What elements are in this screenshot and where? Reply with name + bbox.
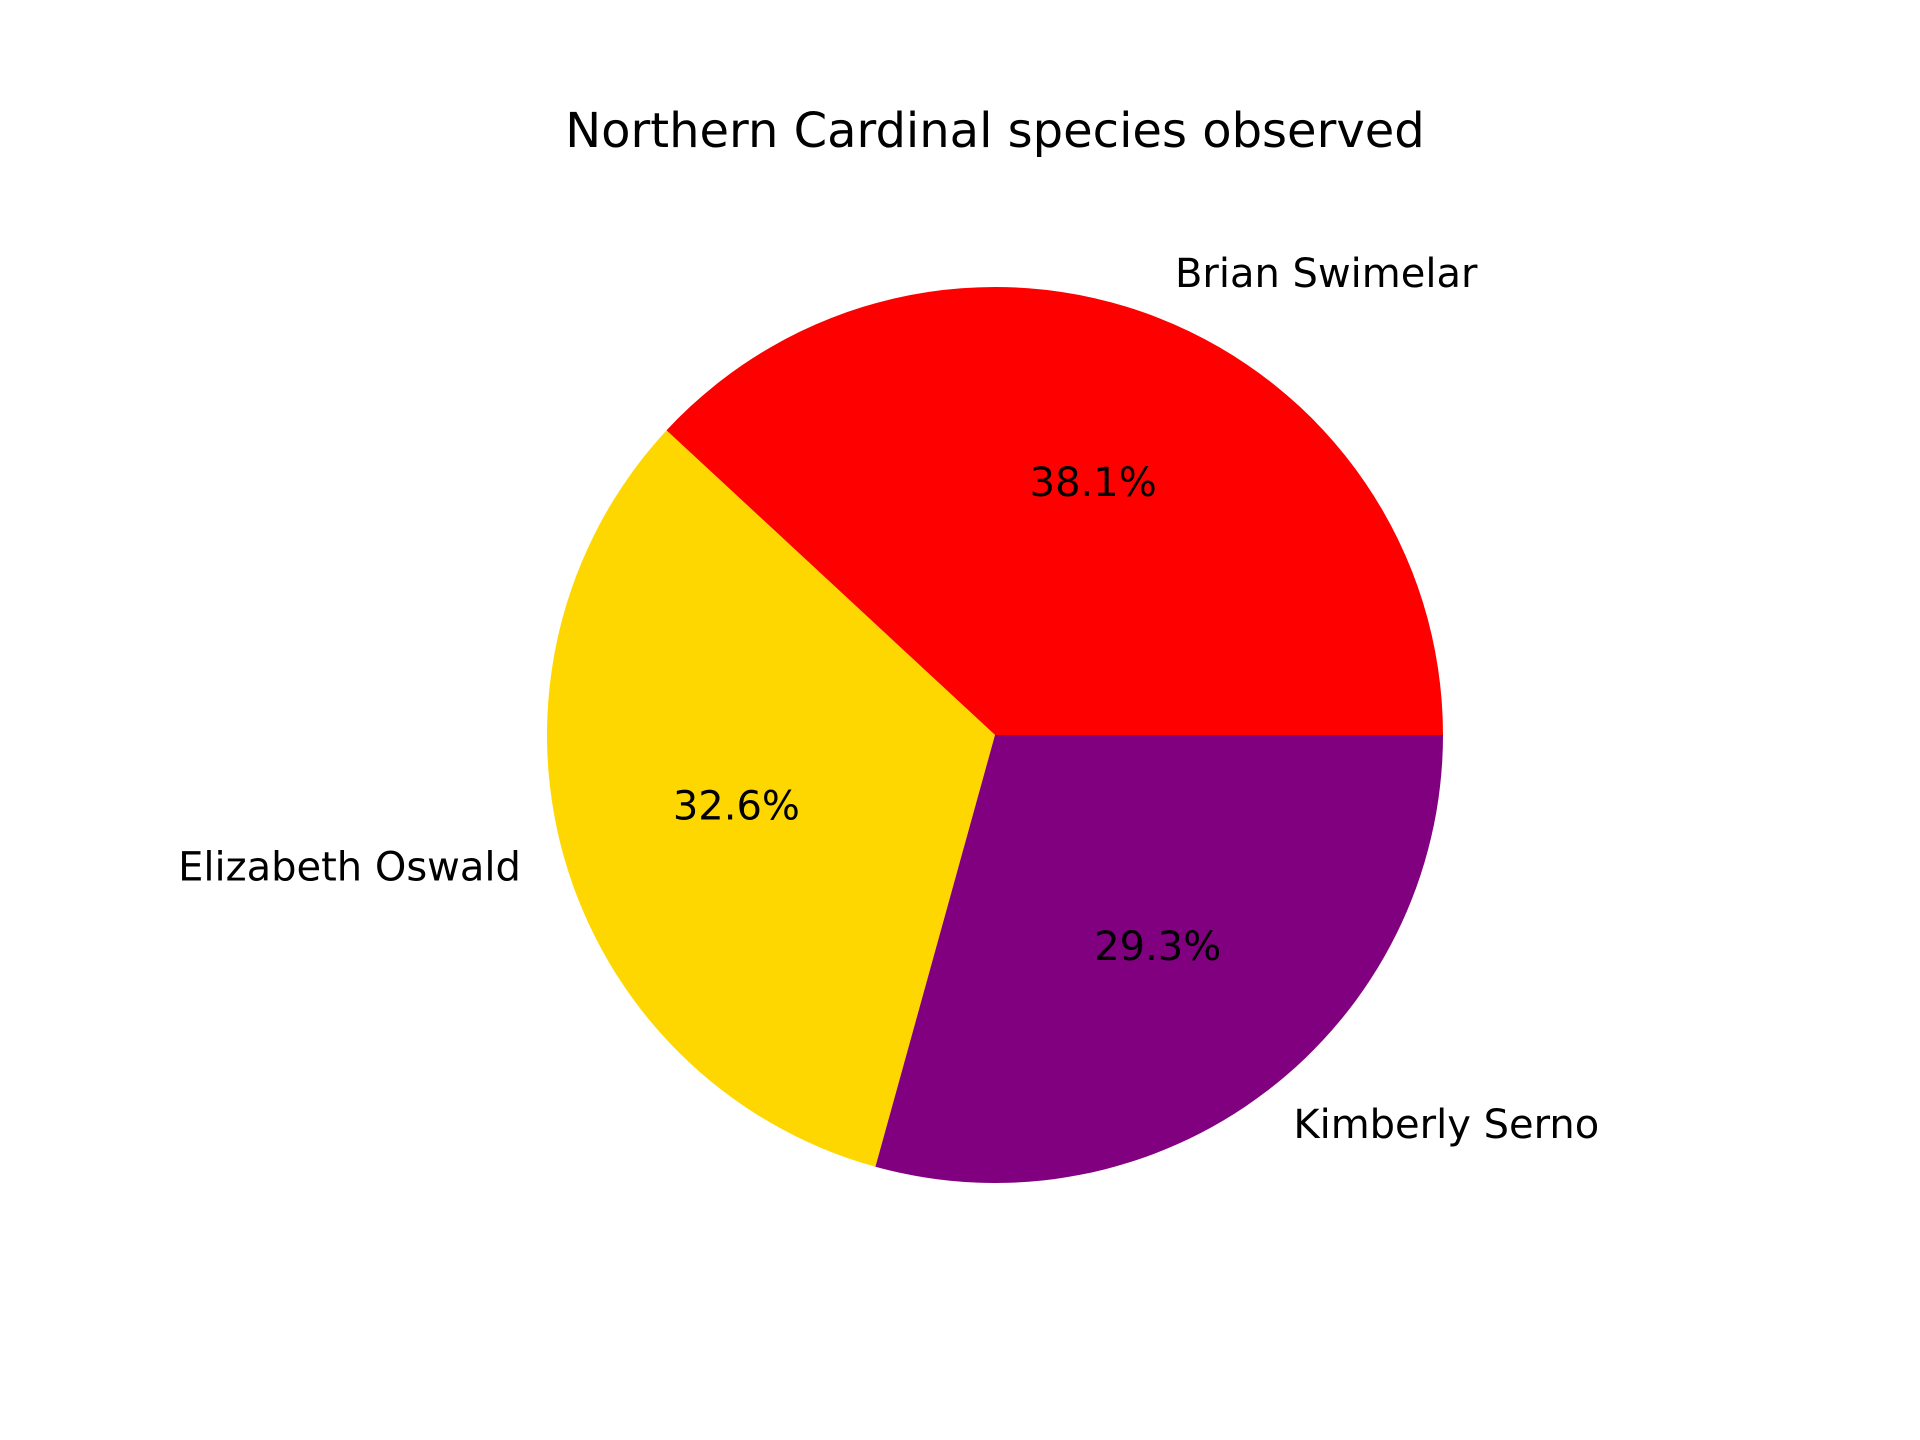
- slice-label-2: Elizabeth Oswald: [178, 845, 521, 891]
- pie-slice-2: [547, 430, 995, 1167]
- slice-percent-3: 29.3%: [1094, 924, 1221, 970]
- chart-title: Northern Cardinal species observed: [565, 103, 1424, 159]
- pie-slice-1: [666, 286, 1443, 735]
- pie-slice-3: [875, 735, 1443, 1183]
- pie-labels: Brian Swimelar 38.1% Elizabeth Oswald 32.6%…: [178, 251, 1599, 1148]
- slice-percent-2: 32.6%: [673, 783, 800, 829]
- pie-slices: [547, 286, 1443, 1183]
- slice-label-1: Brian Swimelar: [1175, 251, 1478, 297]
- slice-label-3: Kimberly Serno: [1293, 1102, 1599, 1148]
- slice-percent-1: 38.1%: [1030, 460, 1157, 506]
